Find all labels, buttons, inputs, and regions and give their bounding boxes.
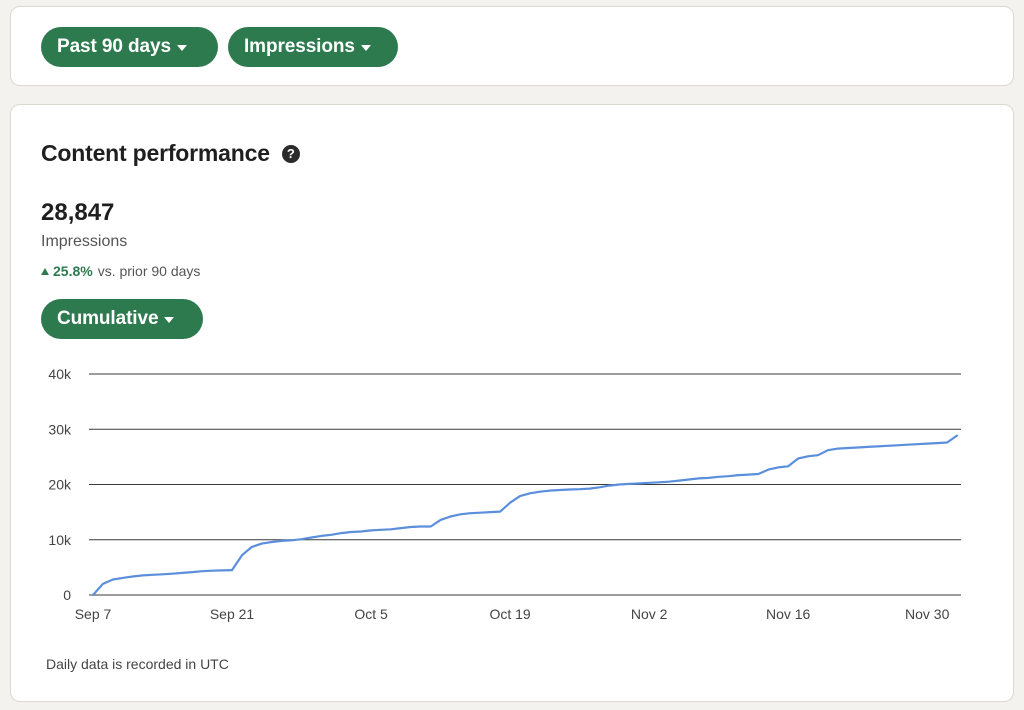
caret-down-icon — [360, 44, 371, 51]
x-tick-label: Oct 19 — [489, 606, 530, 622]
y-tick-label: 10k — [48, 532, 72, 548]
change-percent: 25.8% — [53, 263, 93, 279]
y-tick-label: 40k — [48, 366, 72, 382]
x-tick-label: Nov 16 — [766, 606, 811, 622]
x-tick-label: Sep 7 — [75, 606, 112, 622]
change-comparison-text: vs. prior 90 days — [97, 263, 201, 279]
caret-down-icon — [164, 316, 175, 323]
total-impressions-value: 28,847 — [41, 199, 115, 226]
caret-down-icon — [176, 44, 187, 51]
up-arrow-icon — [41, 267, 49, 275]
change-indicator: 25.8% vs. prior 90 days — [41, 263, 200, 279]
x-tick-label: Nov 30 — [905, 606, 950, 622]
x-tick-label: Sep 21 — [210, 606, 255, 622]
date-range-label: Past 90 days — [57, 36, 171, 57]
metric-dropdown[interactable]: Impressions — [228, 27, 398, 67]
filter-bar: Past 90 days Impressions — [10, 6, 1014, 86]
date-range-dropdown[interactable]: Past 90 days — [41, 27, 218, 67]
impressions-series-line — [91, 434, 959, 597]
y-tick-label: 0 — [63, 587, 71, 603]
x-tick-label: Oct 5 — [354, 606, 388, 622]
y-tick-label: 20k — [48, 477, 72, 493]
metric-label: Impressions — [244, 36, 355, 57]
cumulative-label: Cumulative — [57, 308, 159, 329]
question-circle-icon[interactable]: ? — [281, 144, 300, 163]
utc-footnote: Daily data is recorded in UTC — [46, 656, 229, 672]
cumulative-dropdown[interactable]: Cumulative — [41, 299, 203, 339]
content-performance-card: Content performance ? 28,847 Impressions… — [10, 104, 1014, 702]
card-header: Content performance ? — [41, 140, 300, 167]
x-tick-label: Nov 2 — [631, 606, 668, 622]
y-tick-label: 30k — [48, 421, 72, 437]
total-impressions-label: Impressions — [41, 233, 128, 250]
card-title: Content performance — [41, 140, 270, 166]
impressions-line-chart: 0 10k 20k 30k 40k Sep 7 Sep 21 Oct 5 Oct 19 Nov 2… — [48, 366, 961, 622]
